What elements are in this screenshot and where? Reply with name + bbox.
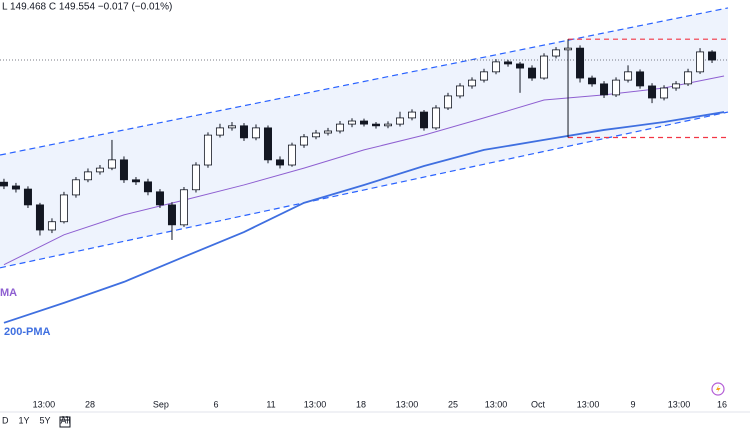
candle-body bbox=[672, 83, 681, 89]
candle-body bbox=[624, 71, 633, 81]
candle-body bbox=[239, 125, 248, 139]
calendar-frame bbox=[59, 416, 71, 428]
candle-body bbox=[47, 221, 56, 231]
candle-body bbox=[396, 117, 405, 125]
candle-body bbox=[528, 67, 537, 79]
candle-body bbox=[480, 71, 489, 81]
candle-body bbox=[564, 47, 573, 51]
candle-body bbox=[384, 123, 393, 127]
ma-line bbox=[3, 111, 725, 324]
calendar-icon[interactable] bbox=[59, 416, 71, 428]
candle-body bbox=[119, 159, 128, 181]
candle-body bbox=[71, 179, 80, 196]
candle-body bbox=[323, 130, 332, 134]
candle-body bbox=[287, 144, 296, 166]
candle-body bbox=[263, 127, 272, 161]
candle-body bbox=[95, 167, 104, 173]
x-tick-label: 13:00 bbox=[396, 399, 419, 409]
flash-icon[interactable] bbox=[711, 382, 725, 396]
candle-body bbox=[215, 127, 224, 136]
x-tick-label: 13:00 bbox=[668, 399, 691, 409]
candle-body bbox=[131, 179, 140, 183]
candle-body bbox=[504, 61, 513, 65]
x-tick-label: Oct bbox=[531, 399, 546, 409]
candle-body bbox=[107, 159, 116, 169]
candle-body bbox=[612, 79, 621, 96]
candle-body bbox=[191, 164, 200, 191]
candle-body bbox=[179, 189, 188, 226]
candle-body bbox=[540, 55, 549, 79]
candle-body bbox=[408, 111, 417, 119]
candle-body bbox=[347, 120, 356, 125]
candle-body bbox=[23, 188, 32, 206]
candle-body bbox=[83, 171, 92, 181]
ma-label: 200-PMA bbox=[4, 326, 51, 338]
x-tick-label: 25 bbox=[448, 399, 458, 409]
candle-body bbox=[359, 120, 369, 125]
candle-body bbox=[372, 123, 381, 127]
ohlc-header: L 149.468 C 149.554 −0.017 (−0.01%) bbox=[2, 2, 172, 13]
x-tick-label: 9 bbox=[631, 399, 636, 409]
candle-body bbox=[299, 136, 308, 146]
candle-body bbox=[167, 204, 176, 226]
x-tick-label: 6 bbox=[214, 399, 219, 409]
x-tick-label: 13:00 bbox=[304, 399, 327, 409]
candle-body bbox=[155, 191, 164, 206]
plot-area: MA 200-PMA 13:00 28 Sep 6 11 13:00 18 13:00 25 13:0… bbox=[0, 7, 729, 409]
x-tick-label: Sep bbox=[153, 399, 169, 409]
candle-body bbox=[708, 51, 717, 61]
candle-body bbox=[143, 181, 152, 193]
candle-body bbox=[59, 194, 68, 223]
candle-body bbox=[444, 95, 453, 109]
x-tick-label: 11 bbox=[266, 399, 275, 409]
candle-body bbox=[420, 111, 429, 129]
candle-body bbox=[600, 83, 609, 96]
candle-body bbox=[660, 87, 669, 99]
candle-body bbox=[203, 134, 212, 166]
x-tick-label: 13:00 bbox=[485, 399, 508, 409]
candle-body bbox=[335, 123, 344, 132]
candle-body bbox=[552, 49, 561, 57]
ma-label: MA bbox=[0, 287, 17, 299]
flash-bolt bbox=[716, 385, 721, 393]
candle-body bbox=[311, 132, 320, 138]
candle-body bbox=[11, 185, 20, 190]
flash-circle bbox=[711, 382, 725, 396]
candle-body bbox=[275, 159, 284, 166]
candle-body bbox=[636, 71, 645, 87]
candle-body bbox=[492, 61, 501, 73]
candle-body bbox=[696, 51, 705, 73]
range-button[interactable]: 5Y bbox=[40, 415, 51, 425]
x-tick-label: 18 bbox=[356, 399, 366, 409]
x-tick-label: 16 bbox=[717, 399, 727, 409]
candle-body bbox=[576, 47, 585, 79]
candle-body bbox=[0, 181, 8, 187]
candle-body bbox=[516, 63, 525, 69]
candle-body bbox=[35, 204, 44, 231]
x-tick-label: 13:00 bbox=[577, 399, 600, 409]
channel-line bbox=[0, 7, 729, 156]
candle-body bbox=[227, 125, 236, 129]
candle-body bbox=[468, 79, 477, 87]
range-button[interactable]: 1Y bbox=[19, 415, 30, 425]
candle-body bbox=[432, 107, 441, 129]
x-tick-label: 28 bbox=[85, 399, 95, 409]
candle-body bbox=[588, 77, 597, 85]
range-button[interactable]: D bbox=[2, 415, 9, 425]
x-tick-label: 13:00 bbox=[33, 399, 56, 409]
candle-body bbox=[684, 71, 693, 85]
candle-body bbox=[456, 85, 465, 97]
candle-body bbox=[251, 127, 260, 139]
candle-body bbox=[648, 85, 657, 99]
